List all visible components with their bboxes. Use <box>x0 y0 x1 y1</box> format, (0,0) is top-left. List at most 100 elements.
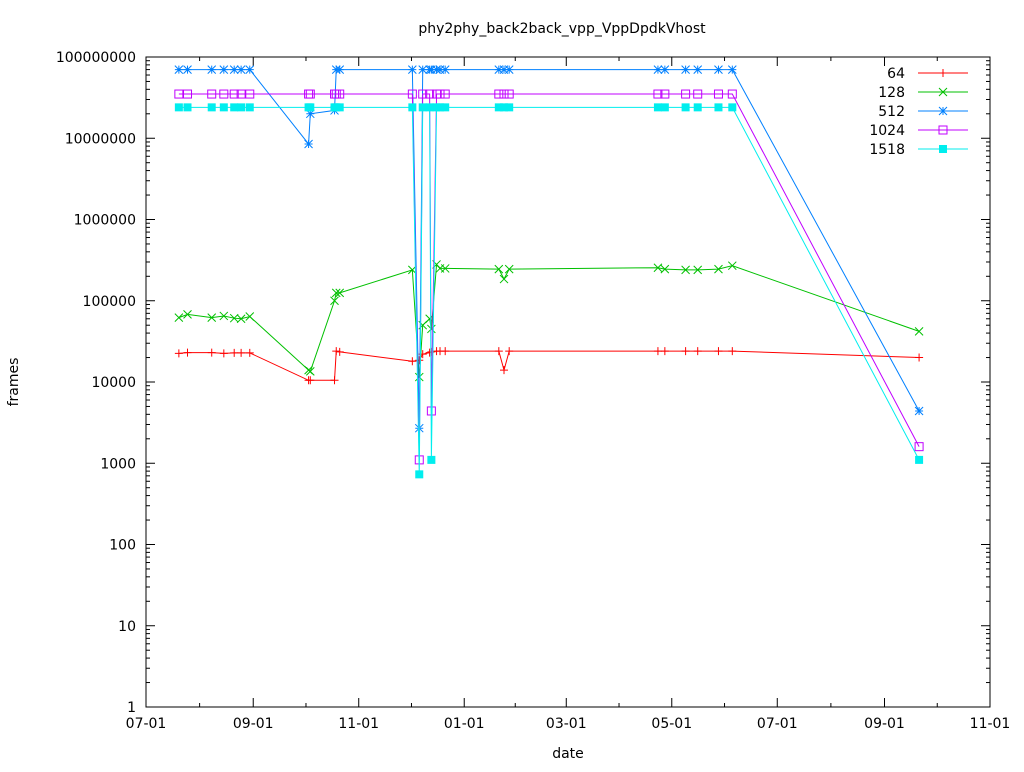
data-point <box>174 349 183 358</box>
data-point <box>335 89 345 99</box>
data-point <box>418 103 427 112</box>
data-point <box>219 311 229 321</box>
x-axis-label: date <box>552 746 584 762</box>
data-point <box>305 89 315 99</box>
x-tick-label: 07-01 <box>757 716 798 732</box>
data-point <box>693 103 702 112</box>
data-point <box>914 327 924 336</box>
x-tick-label: 11-01 <box>338 716 379 732</box>
data-point <box>330 376 339 385</box>
data-point <box>500 366 509 375</box>
data-point <box>440 264 450 273</box>
data-point <box>660 347 669 356</box>
data-point <box>229 89 239 99</box>
data-point <box>440 89 450 99</box>
data-point <box>335 347 344 356</box>
data-point <box>494 264 504 274</box>
data-point <box>499 89 509 99</box>
y-tick-label: 1000000 <box>74 213 136 229</box>
data-point <box>728 347 737 356</box>
data-point <box>681 65 690 74</box>
y-tick-label: 100000000 <box>56 50 136 66</box>
x-tick-label: 01-01 <box>444 716 485 732</box>
data-point <box>427 65 436 74</box>
data-point <box>245 103 254 112</box>
legend-label: 1518 <box>869 142 905 158</box>
data-point <box>435 65 445 74</box>
plot-frame <box>145 56 991 708</box>
data-point <box>681 103 690 112</box>
data-point <box>693 347 702 356</box>
data-point <box>727 65 737 74</box>
y-tick-label: 10 <box>118 619 136 635</box>
data-point <box>174 313 184 322</box>
data-point <box>304 139 313 149</box>
data-point <box>330 296 339 306</box>
series-line <box>178 350 920 381</box>
series-64 <box>174 347 924 385</box>
data-point <box>914 442 924 452</box>
data-point <box>230 103 239 112</box>
series-line <box>178 263 920 378</box>
data-point <box>245 65 255 74</box>
data-point <box>174 89 184 99</box>
data-point <box>505 347 514 356</box>
legend-marker <box>938 106 948 116</box>
data-point <box>494 65 504 74</box>
legend-marker <box>938 125 948 135</box>
data-point <box>237 103 246 112</box>
data-point <box>237 348 246 357</box>
data-point <box>915 455 924 464</box>
series-line <box>178 69 920 429</box>
data-point <box>219 349 228 358</box>
y-tick-label: 10000000 <box>65 131 136 147</box>
data-point <box>727 89 737 99</box>
data-point <box>236 89 246 99</box>
data-point <box>714 65 723 74</box>
data-point <box>728 103 737 112</box>
data-point <box>425 89 435 99</box>
data-point <box>500 103 509 112</box>
data-point <box>415 470 424 479</box>
data-point <box>183 103 192 112</box>
data-point <box>425 314 434 324</box>
y-tick-label: 1000 <box>100 456 136 472</box>
series-1024 <box>174 89 924 465</box>
series-512 <box>174 65 924 433</box>
data-point <box>653 103 662 112</box>
data-point <box>494 89 504 99</box>
data-point <box>332 347 341 356</box>
data-point <box>183 65 192 74</box>
data-point <box>415 356 424 365</box>
series-128 <box>174 260 924 382</box>
data-point <box>229 65 239 74</box>
data-point <box>435 89 445 99</box>
data-point <box>219 103 228 112</box>
data-point <box>207 103 216 112</box>
data-point <box>207 65 217 74</box>
legend-marker <box>939 145 947 153</box>
y-tick-label: 100 <box>109 538 136 554</box>
data-point <box>305 109 315 119</box>
data-point <box>245 89 255 99</box>
data-point <box>427 455 436 464</box>
data-point <box>660 65 670 74</box>
data-point <box>174 103 183 112</box>
data-point <box>245 348 254 357</box>
data-point <box>499 274 509 284</box>
data-point <box>714 347 723 356</box>
data-point <box>714 264 723 274</box>
data-point <box>335 103 344 112</box>
legend-label: 1024 <box>869 123 905 139</box>
data-point <box>236 314 246 324</box>
y-tick-label: 10000 <box>91 375 136 391</box>
data-point <box>306 103 315 112</box>
data-point <box>245 312 255 321</box>
data-point <box>660 89 670 99</box>
data-point <box>914 406 924 416</box>
legend-marker <box>939 69 947 77</box>
data-point <box>681 347 690 356</box>
data-point <box>207 89 217 99</box>
data-point <box>407 65 417 74</box>
